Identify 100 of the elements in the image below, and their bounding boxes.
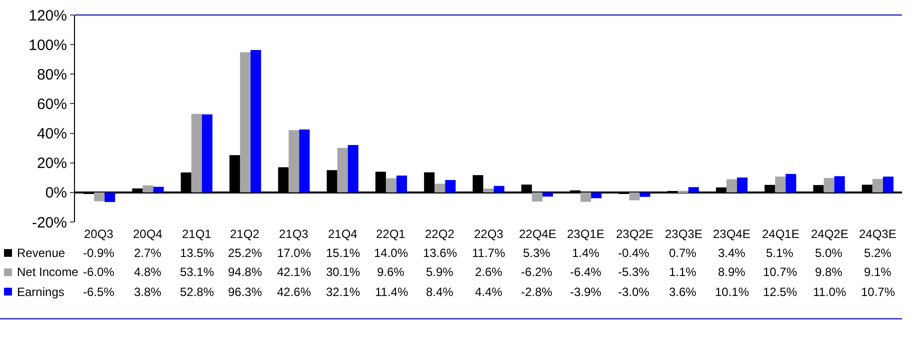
bar — [494, 186, 504, 192]
data-label: 14.0% — [374, 246, 408, 260]
bar — [640, 192, 650, 197]
data-label: -3.9% — [570, 285, 602, 299]
y-tick-label: 40% — [36, 126, 67, 143]
bar — [872, 178, 883, 192]
data-label: 8.4% — [426, 285, 454, 299]
data-label: 94.8% — [228, 265, 262, 279]
bar — [882, 176, 894, 192]
data-label: 5.9% — [426, 265, 454, 279]
x-tick-label: 22Q2 — [425, 227, 455, 241]
data-label: -6.2% — [521, 265, 553, 279]
x-tick-label: 23Q2E — [616, 227, 654, 241]
x-tick-label: 23Q3E — [665, 227, 702, 241]
bar — [288, 130, 300, 192]
data-label: -0.9% — [83, 246, 115, 260]
bar — [396, 176, 408, 192]
data-label: 11.0% — [813, 285, 846, 299]
x-tick-label: 24Q3E — [859, 227, 896, 241]
data-label: 3.8% — [134, 285, 162, 299]
bar — [337, 148, 348, 192]
x-tick-label: 21Q3 — [279, 227, 309, 241]
bar — [386, 178, 396, 192]
data-label: 5.3% — [523, 246, 551, 260]
legend-label: Earnings — [17, 285, 64, 299]
data-label: 9.1% — [864, 265, 892, 279]
data-label: -3.0% — [618, 285, 650, 299]
bar — [726, 179, 738, 192]
x-tick-label: 21Q1 — [182, 227, 212, 241]
x-tick-label: 20Q4 — [133, 227, 163, 241]
data-label: 96.3% — [228, 285, 262, 299]
bar — [483, 188, 494, 192]
bar — [445, 180, 456, 192]
y-tick-label: 60% — [36, 96, 67, 113]
x-tick-label: 22Q4E — [519, 227, 556, 241]
bar — [142, 185, 154, 192]
data-label: 11.4% — [375, 285, 408, 299]
y-tick-label: 80% — [36, 66, 67, 84]
data-label: 3.4% — [718, 246, 746, 260]
data-label: 5.2% — [864, 246, 892, 260]
bar — [775, 176, 786, 192]
data-label: 42.6% — [277, 285, 312, 299]
x-tick-label: 21Q2 — [230, 227, 260, 241]
data-label: -5.3% — [618, 265, 650, 279]
bar — [250, 50, 262, 192]
x-tick-label: 24Q2E — [811, 227, 848, 241]
data-label: 12.5% — [763, 285, 798, 299]
y-tick-label: 0% — [45, 184, 67, 202]
x-tick-label: 23Q1E — [567, 227, 604, 241]
bar — [824, 178, 834, 192]
data-label: 25.2% — [228, 246, 262, 260]
data-label: -6.4% — [570, 265, 602, 279]
data-label: 1.1% — [669, 265, 697, 279]
legend-label: Revenue — [17, 246, 66, 260]
data-label: 11.7% — [472, 246, 506, 260]
data-label: 4.8% — [134, 265, 162, 279]
y-tick-label: 120% — [28, 7, 67, 24]
legend-label: Net Income — [17, 265, 79, 279]
x-tick-label: 22Q1 — [376, 227, 406, 241]
bar — [834, 176, 845, 192]
data-label: 5.1% — [766, 246, 794, 260]
bar — [104, 192, 116, 202]
data-label: 13.6% — [423, 246, 458, 260]
bar — [240, 52, 251, 192]
data-label: 10.1% — [715, 285, 750, 299]
bar — [434, 184, 446, 192]
data-label: 10.7% — [763, 265, 798, 279]
x-tick-label: 24Q1E — [762, 227, 800, 241]
data-label: 3.6% — [669, 285, 697, 299]
data-label: 10.7% — [861, 285, 896, 299]
bar — [737, 178, 748, 192]
x-tick-label: 21Q4 — [328, 227, 358, 241]
bar — [94, 192, 105, 202]
data-label: 9.8% — [815, 265, 843, 279]
data-label: 5.0% — [815, 246, 843, 260]
y-tick-label: 20% — [36, 155, 67, 172]
bar — [153, 186, 164, 192]
data-label: 4.4% — [475, 285, 503, 299]
data-label: 1.4% — [572, 246, 600, 260]
data-label: 8.9% — [718, 265, 746, 279]
data-label: 32.1% — [326, 285, 360, 299]
data-label: 53.1% — [180, 265, 214, 279]
data-label: -6.0% — [83, 265, 115, 279]
x-tick-label: 22Q3 — [474, 227, 504, 241]
y-tick-label: 100% — [28, 36, 67, 54]
data-label: 17.0% — [277, 246, 312, 260]
bar — [591, 192, 602, 198]
bar — [629, 192, 640, 200]
data-label: 2.6% — [475, 265, 503, 279]
data-label: -0.4% — [618, 246, 650, 260]
bar — [532, 192, 542, 202]
bar — [542, 192, 553, 197]
data-label: 15.1% — [326, 246, 360, 260]
bar — [202, 114, 212, 192]
data-label: 30.1% — [326, 265, 360, 279]
y-tick-label: -20% — [32, 214, 67, 232]
bar — [688, 187, 699, 192]
data-label: 42.1% — [277, 265, 312, 279]
bar — [786, 174, 796, 192]
data-label: 52.8% — [180, 285, 214, 299]
